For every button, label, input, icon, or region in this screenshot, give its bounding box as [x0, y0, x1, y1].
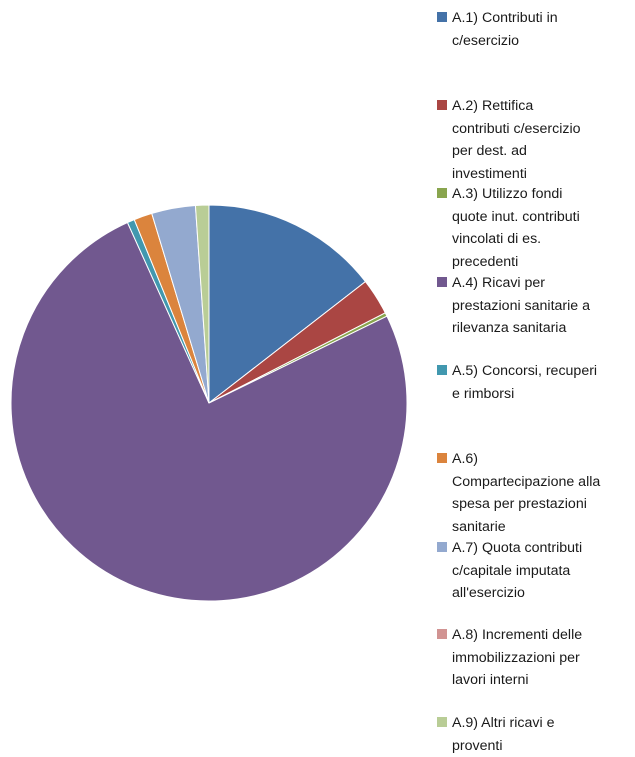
legend-item: A.7) Quota contributi c/capitale imputat…	[437, 537, 632, 605]
legend-label: A.8) Incrementi delle immobilizzazioni p…	[452, 627, 583, 688]
pie-slice-1	[208, 204, 367, 405]
legend-label: A.1) Contributi in c/esercizio	[452, 10, 558, 49]
legend-item: A.8) Incrementi delle immobilizzazioni p…	[437, 624, 632, 692]
legend-item: A.9) Altri ricavi e proventi	[437, 712, 632, 757]
legend-swatch	[437, 629, 447, 639]
legend-item: A.6) Compartecipazione alla spesa per pr…	[437, 448, 632, 538]
legend-swatch	[437, 12, 447, 22]
legend-label: A.6) Compartecipazione alla spesa per pr…	[452, 451, 601, 535]
legend-swatch	[437, 542, 447, 552]
legend-item: A.3) Utilizzo fondi quote inut. contribu…	[437, 183, 632, 273]
legend-swatch	[437, 100, 447, 110]
legend-swatch	[437, 277, 447, 287]
legend-label: A.5) Concorsi, recuperi e rimborsi	[452, 363, 598, 402]
legend-item: A.1) Contributi in c/esercizio	[437, 7, 632, 52]
legend-label: A.3) Utilizzo fondi quote inut. contribu…	[452, 186, 580, 270]
legend-item: A.4) Ricavi per prestazioni sanitarie a …	[437, 272, 632, 340]
legend-swatch	[437, 365, 447, 375]
legend-label: A.2) Rettifica contributi c/esercizio pe…	[452, 98, 581, 182]
legend-swatch	[437, 717, 447, 727]
legend-item: A.2) Rettifica contributi c/esercizio pe…	[437, 95, 632, 185]
legend-label: A.4) Ricavi per prestazioni sanitarie a …	[452, 275, 591, 336]
pie-slice-9	[194, 204, 210, 404]
legend-label: A.7) Quota contributi c/capitale imputat…	[452, 540, 583, 601]
legend-swatch	[437, 188, 447, 198]
legend-item: A.5) Concorsi, recuperi e rimborsi	[437, 360, 632, 405]
pie-slice-4	[10, 221, 408, 602]
legend-swatch	[437, 453, 447, 463]
legend-label: A.9) Altri ricavi e proventi	[452, 715, 555, 754]
